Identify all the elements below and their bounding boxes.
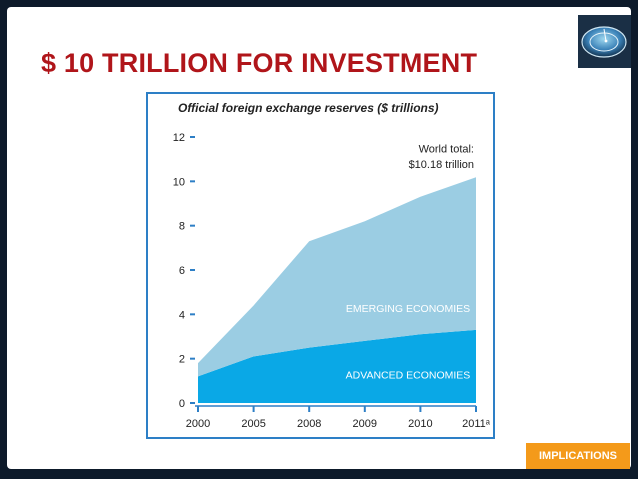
chart-title: Official foreign exchange reserves ($ tr…: [178, 101, 439, 115]
slide: $ 10 TRILLION FOR INVESTMENT Official fo…: [7, 7, 631, 469]
implications-button[interactable]: IMPLICATIONS: [526, 443, 630, 469]
x-tick-label: 2011ᵃ: [462, 418, 491, 430]
y-tick-label: 8: [179, 221, 185, 233]
annotation-world-total-label: World total:: [419, 144, 474, 156]
y-tick-label: 12: [173, 132, 185, 144]
x-tick-label: 2009: [353, 418, 377, 430]
x-tick-label: 2005: [241, 418, 265, 430]
y-tick-label: 10: [173, 176, 185, 188]
annotation-world-total-value: $10.18 trillion: [409, 159, 474, 171]
y-tick-label: 0: [179, 398, 185, 410]
reserves-area-chart: Official foreign exchange reserves ($ tr…: [173, 101, 491, 430]
slide-title: $ 10 TRILLION FOR INVESTMENT: [41, 48, 478, 78]
y-tick-label: 4: [179, 309, 185, 321]
area-advanced-economies: [198, 329, 476, 403]
x-tick-label: 2010: [408, 418, 432, 430]
series-label-emerging-economies: EMERGING ECONOMIES: [346, 303, 470, 315]
y-tick-label: 2: [179, 354, 185, 366]
series-label-advanced-economies: ADVANCED ECONOMIES: [346, 370, 471, 382]
chart-frame: Official foreign exchange reserves ($ tr…: [146, 92, 495, 439]
area-emerging-economies: [198, 177, 476, 377]
globe-logo-icon: [578, 15, 631, 68]
x-tick-label: 2008: [297, 418, 321, 430]
x-tick-label: 2000: [186, 418, 210, 430]
y-tick-label: 6: [179, 265, 185, 277]
